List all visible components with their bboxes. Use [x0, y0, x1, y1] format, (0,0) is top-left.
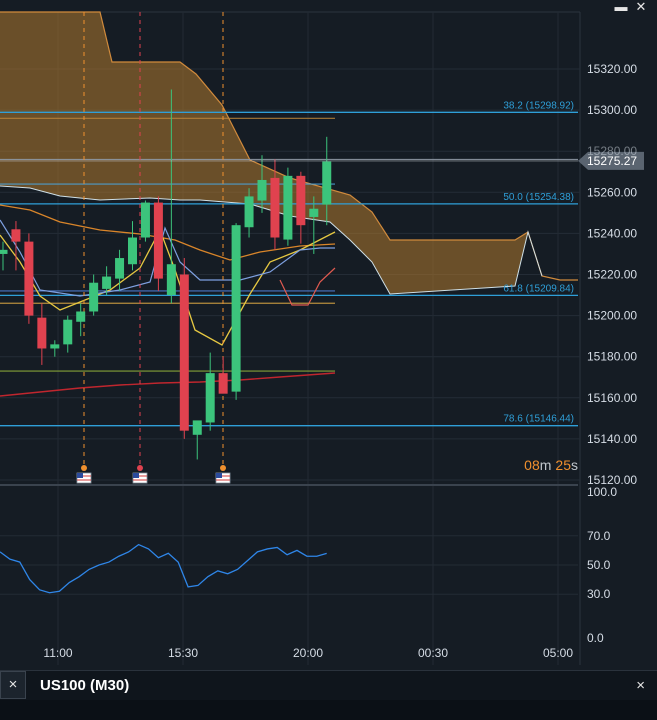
- envelope-line: [0, 219, 335, 297]
- price-tick-label: 15240.00: [587, 226, 637, 240]
- indicator-red-line: [279, 267, 336, 306]
- current-price-label: 15275.27: [587, 154, 637, 168]
- rsi-tick-label: 50.0: [587, 558, 611, 572]
- countdown-m-label: m: [540, 457, 552, 473]
- fib-level-label: 38.2 (15298.92): [503, 100, 574, 111]
- price-tick-label: 15300.00: [587, 103, 637, 117]
- candle-body: [283, 175, 293, 240]
- candle-body: [218, 373, 228, 394]
- rsi-line: [0, 543, 327, 594]
- bar-countdown: 08m 25s: [524, 457, 578, 473]
- fib-level-label: 78.6 (15146.44): [503, 414, 574, 425]
- price-tick-label: 15180.00: [587, 350, 637, 364]
- candle-body: [50, 344, 60, 349]
- price-tick-label: 15320.00: [587, 62, 637, 76]
- close-window-icon[interactable]: ✕: [635, 0, 647, 14]
- candle-body: [309, 208, 319, 217]
- ichimoku-cloud: [0, 12, 528, 294]
- candle-body: [322, 161, 332, 205]
- us-flag-icon: [132, 472, 148, 484]
- rsi-tick-label: 30.0: [587, 587, 611, 601]
- fib-level-label: 50.0 (15254.38): [503, 192, 574, 203]
- chart-tab-title[interactable]: US100 (M30): [40, 677, 130, 694]
- rsi-tick-label: 70.0: [587, 529, 611, 543]
- us-flag-icon: [215, 472, 231, 484]
- price-tick-label: 15220.00: [587, 268, 637, 282]
- event-dot: [220, 465, 226, 471]
- candle-body: [37, 317, 47, 349]
- candle-body: [102, 276, 112, 289]
- price-tick-label: 15280.00: [587, 144, 637, 158]
- candle-body: [296, 175, 306, 226]
- candle-body: [192, 420, 202, 435]
- countdown-minutes: 08: [524, 457, 540, 473]
- time-tick-label: 00:30: [418, 646, 448, 660]
- time-tick-label: 05:00: [543, 646, 573, 660]
- candle-body: [115, 258, 125, 279]
- price-tick-label: 15140.00: [587, 432, 637, 446]
- candle-body: [270, 177, 280, 238]
- candle-body: [166, 264, 176, 296]
- candle-body: [63, 319, 73, 345]
- candle-body: [0, 249, 8, 254]
- time-tick-label: 11:00: [43, 646, 72, 660]
- price-tick-label: 15260.00: [587, 185, 637, 199]
- rsi-tick-label: 0.0: [587, 631, 604, 645]
- candle-body: [11, 229, 21, 242]
- time-tick-label: 20:00: [293, 646, 323, 660]
- countdown-seconds: 25: [555, 457, 571, 473]
- tab-close-left-icon[interactable]: ×: [0, 671, 26, 699]
- candle-body: [153, 202, 163, 279]
- candle-body: [179, 274, 189, 431]
- us-flag-canton: [133, 473, 139, 478]
- price-tick-label: 15120.00: [587, 473, 637, 487]
- bottom-strip: [0, 700, 657, 720]
- time-tick-label: 15:30: [168, 646, 198, 660]
- candle-body: [24, 241, 34, 316]
- price-tick-label: 15160.00: [587, 391, 637, 405]
- candle-body: [140, 202, 150, 238]
- candle-body: [89, 282, 99, 312]
- candles: [0, 89, 332, 460]
- rsi-tick-label: 100.0: [587, 485, 617, 499]
- us-flag-canton: [77, 473, 83, 478]
- moving-average-mid: [0, 204, 336, 261]
- candle-body: [76, 311, 86, 322]
- candle-body: [231, 225, 241, 392]
- candle-body: [257, 179, 267, 201]
- candle-body: [244, 196, 254, 228]
- cloud-lower-edge: [0, 185, 543, 295]
- fib-level-label: 61.8 (15209.84): [503, 283, 574, 294]
- restore-window-icon[interactable]: ▬: [614, 0, 628, 14]
- current-price-tag: [578, 151, 644, 170]
- event-dot: [81, 465, 87, 471]
- us-flag-canton: [216, 473, 222, 478]
- price-tick-label: 15200.00: [587, 309, 637, 323]
- candle-body: [128, 237, 137, 265]
- us-flag-icon: [76, 472, 92, 484]
- event-dot: [137, 465, 143, 471]
- candle-body: [205, 373, 215, 423]
- moving-average-slow: [0, 372, 336, 397]
- chart-tab-bar: × US100 (M30) ×: [0, 670, 657, 701]
- tab-close-right-icon[interactable]: ×: [636, 677, 645, 694]
- countdown-s-label: s: [571, 457, 578, 473]
